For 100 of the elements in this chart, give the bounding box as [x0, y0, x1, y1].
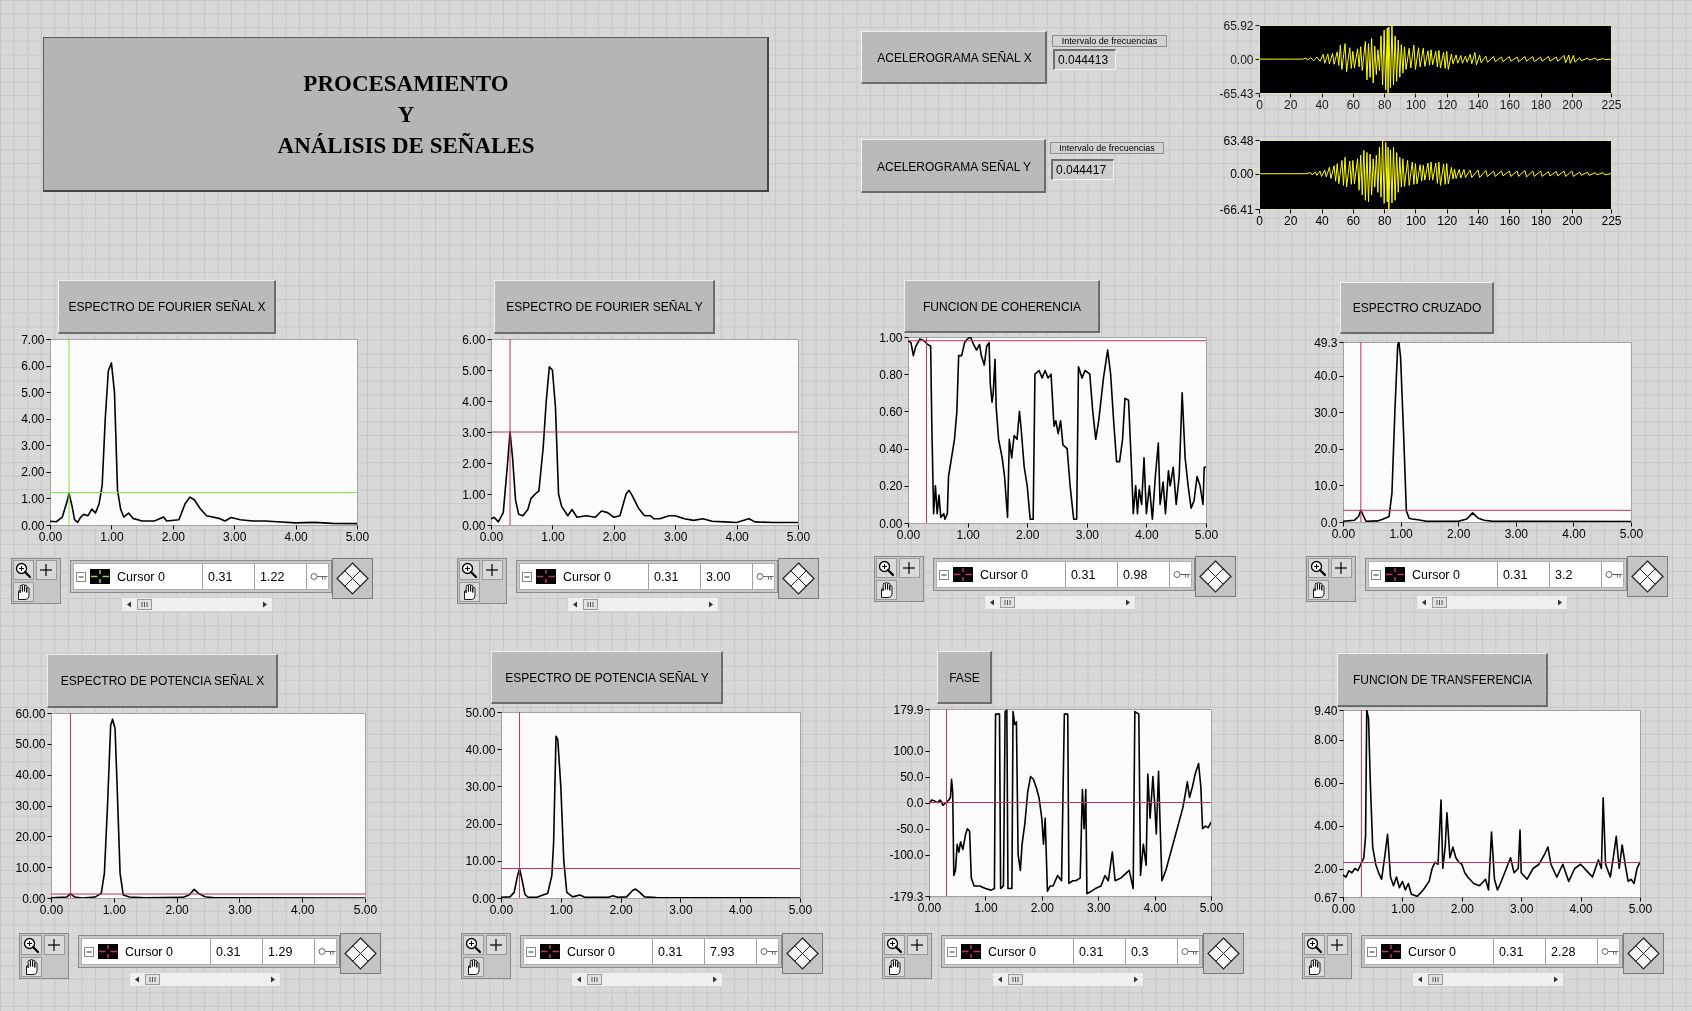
x-tick-label: 40	[1315, 213, 1330, 228]
text: 3.00	[705, 568, 732, 586]
x-tick-label: 4.00	[725, 529, 750, 544]
y-tick-label: 0.00	[1230, 52, 1254, 67]
y-tick-label: 30.00	[465, 779, 496, 794]
x-tick-label: 2.00	[165, 902, 190, 917]
text: Cursor 0	[562, 568, 612, 586]
x-tick-label: 140	[1468, 97, 1489, 112]
y-axis-title: ACELEROGRAMA SEÑAL Y	[876, 159, 1032, 174]
text: 1.22	[259, 568, 286, 586]
x-tick-label: 180	[1531, 213, 1552, 228]
x-tick-label: 0	[1256, 97, 1264, 112]
x-tick-label: 0	[1256, 213, 1264, 228]
x-tick-label: 60	[1346, 213, 1361, 228]
y-tick-label: 30.0	[1314, 405, 1338, 420]
x-tick-label: 5.00	[788, 902, 813, 917]
x-tick-label: 4.00	[1135, 527, 1159, 542]
x-tick-label: 20	[1284, 97, 1298, 112]
text: 7.93	[709, 943, 736, 961]
x-tick-label: 2.00	[1016, 527, 1040, 542]
y-tick-label: 4.00	[1314, 819, 1338, 834]
y-tick-label: 2.00	[1314, 862, 1338, 877]
x-tick-label: 3.00	[223, 529, 247, 544]
y-tick-label: 50.00	[15, 737, 46, 752]
y-tick-label: 1.00	[21, 491, 45, 506]
x-tick-label: 3.00	[1504, 526, 1529, 541]
x-tick-label: 0.00	[39, 902, 64, 917]
line-series	[1259, 25, 1611, 93]
y-tick-label: -65.43	[1219, 86, 1254, 101]
y-tick-label: 3.00	[462, 425, 486, 440]
x-tick-label: 0.00	[38, 529, 63, 544]
x-tick-label: 2.00	[1450, 901, 1475, 916]
y-tick-label: 2.00	[462, 456, 486, 471]
x-tick-label: 2.00	[1030, 900, 1055, 915]
x-tick-label: 180	[1531, 97, 1552, 112]
x-tick-label: 200	[1562, 97, 1583, 112]
y-tick-label: 30.00	[15, 799, 46, 813]
x-tick-label: 40	[1315, 97, 1330, 112]
x-tick-label: 1.00	[1389, 526, 1414, 541]
y-tick-label: 8.00	[1314, 733, 1338, 748]
text: Cursor 0	[116, 568, 166, 586]
x-tick-label: 2.00	[609, 902, 634, 917]
y-tick-label: 0.20	[879, 479, 903, 494]
y-tick-label: 50.00	[465, 705, 496, 720]
x-tick-label: 1.00	[956, 527, 981, 542]
x-tick-label: 120	[1437, 213, 1458, 228]
y-tick-label: 40.0	[1314, 369, 1338, 384]
x-tick-label: 3.00	[1075, 527, 1100, 542]
y-tick-label: 0.80	[879, 367, 903, 382]
y-tick-label: 1.00	[462, 487, 486, 502]
x-tick-label: 120	[1437, 97, 1458, 112]
x-tick-label: 5.00	[353, 902, 378, 917]
y-tick-label: 2.00	[21, 465, 45, 480]
text: Cursor 0	[566, 943, 616, 961]
x-tick-label: 1.00	[541, 529, 565, 544]
y-tick-label: 6.00	[21, 359, 45, 374]
x-tick-label: 3.00	[669, 902, 693, 917]
text: 0.3	[1130, 943, 1150, 961]
y-tick-label: 0.40	[879, 442, 903, 457]
y-tick-label: 100.0	[893, 744, 924, 759]
x-tick-label: 1.00	[974, 900, 998, 915]
y-axis-title: ACELEROGRAMA SEÑAL X	[877, 51, 1032, 65]
y-tick-label: 10.00	[465, 854, 496, 869]
y-tick-label: -66.41	[1219, 202, 1254, 217]
x-tick-label: 160	[1499, 213, 1521, 228]
x-tick-label: 4.00	[1562, 526, 1586, 541]
x-tick-label: 1.00	[102, 902, 127, 917]
y-tick-label: 49.3	[1314, 335, 1338, 350]
y-tick-label: 179.9	[893, 702, 924, 717]
x-tick-label: 4.00	[1143, 900, 1168, 915]
y-tick-label: 10.0	[1314, 478, 1338, 493]
x-tick-label: 1.00	[549, 902, 574, 917]
x-tick-label: 4.00	[284, 529, 309, 544]
y-tick-label: 40.00	[465, 742, 496, 757]
x-tick-label: 140	[1468, 213, 1489, 228]
x-tick-label: 5.00	[1619, 526, 1644, 541]
x-tick-label: 3.00	[228, 902, 252, 917]
line-series	[908, 337, 1206, 521]
x-tick-label: 160	[1499, 97, 1521, 112]
y-tick-label: 4.00	[462, 394, 486, 409]
y-tick-label: -50.0	[896, 822, 924, 837]
x-tick-label: 100	[1405, 97, 1427, 112]
text: 0.31	[1502, 566, 1529, 584]
y-tick-label: 65.92	[1223, 18, 1254, 33]
x-tick-label: 4.00	[729, 902, 753, 917]
x-tick-label: 1.00	[1391, 901, 1415, 916]
text: 0.31	[1070, 566, 1097, 584]
y-tick-label: -100.0	[889, 848, 924, 863]
y-tick-label: 50.0	[900, 770, 924, 785]
y-tick-label: 20.00	[15, 829, 46, 844]
x-tick-label: 5.00	[1194, 527, 1219, 542]
y-tick-label: 40.00	[15, 768, 46, 783]
x-tick-label: 225	[1601, 97, 1622, 112]
y-tick-label: 5.00	[462, 363, 486, 378]
text: 0.31	[653, 568, 680, 586]
text: Cursor 0	[979, 566, 1029, 584]
x-tick-label: 3.00	[1087, 900, 1111, 915]
y-tick-label: 5.00	[21, 385, 45, 400]
y-tick-label: 0.00	[879, 516, 903, 531]
text: Cursor 0	[1407, 943, 1457, 961]
